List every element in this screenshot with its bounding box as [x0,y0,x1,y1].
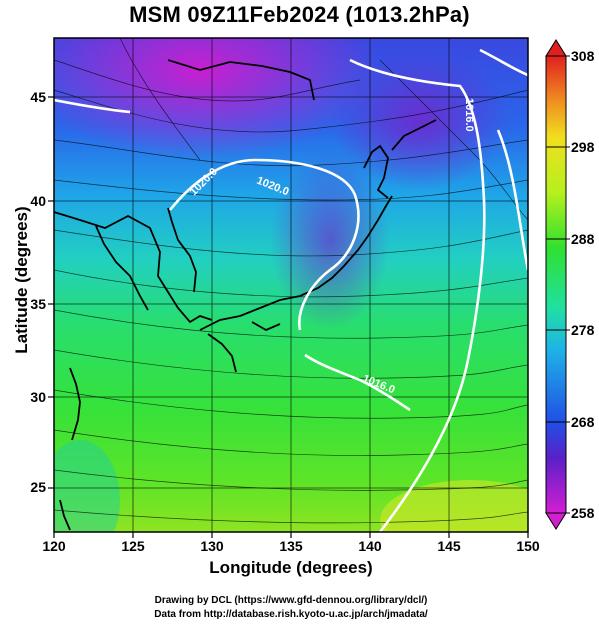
colorbar-tick-label: 268 [571,414,595,430]
axis-ticks [48,96,529,538]
y-tick-label: 25 [30,479,46,495]
colorbar-bottom-arrow [545,512,567,530]
colorbar-tick-label: 288 [571,231,595,247]
y-tick-label: 30 [30,389,46,405]
isobar-1016 [349,58,486,532]
x-tick-label: 135 [279,538,303,554]
coastlines [54,59,437,531]
y-tick-label: 40 [30,193,46,209]
colorbar-gradient [545,55,567,514]
x-tick-label: 125 [121,538,145,554]
drawing-credit: Drawing by DCL (https://www.gfd-dennou.o… [154,595,428,606]
data-credit: Data from http://database.rish.kyoto-u.a… [154,609,428,620]
y-axis-label: Latitude (degrees) [12,206,31,354]
isobar-1016-ne [479,48,528,77]
colorbar-tick-label: 308 [571,48,595,64]
x-tick-labels: 120 125 130 135 140 145 150 [42,538,540,554]
y-tick-label: 45 [30,89,46,105]
x-axis-label: Longitude (degrees) [209,558,373,577]
x-tick-label: 120 [42,538,66,554]
y-tick-label: 35 [30,296,46,312]
isobar-label: 1016.0 [463,98,475,132]
grid-lines [54,38,528,532]
map-title: MSM 09Z11Feb2024 (1013.2hPa) [129,2,470,27]
x-tick-label: 145 [437,538,461,554]
colorbar-tick-label: 298 [571,139,595,155]
x-tick-label: 150 [516,538,540,554]
isobar-1020-west [54,98,131,114]
wind-streamlines [54,38,528,524]
x-tick-label: 130 [200,538,224,554]
colorbar-tick-label: 258 [571,505,595,521]
colorbar-tick-label: 278 [571,322,595,338]
isobar-1020-north [168,158,360,331]
temperature-field [54,38,528,532]
colorbar-top-arrow [545,39,567,57]
isobars [54,48,528,532]
y-tick-labels: 25 30 35 40 45 [30,89,46,495]
x-tick-label: 140 [358,538,382,554]
colorbar: 308 298 288 278 268 258 [545,39,595,530]
